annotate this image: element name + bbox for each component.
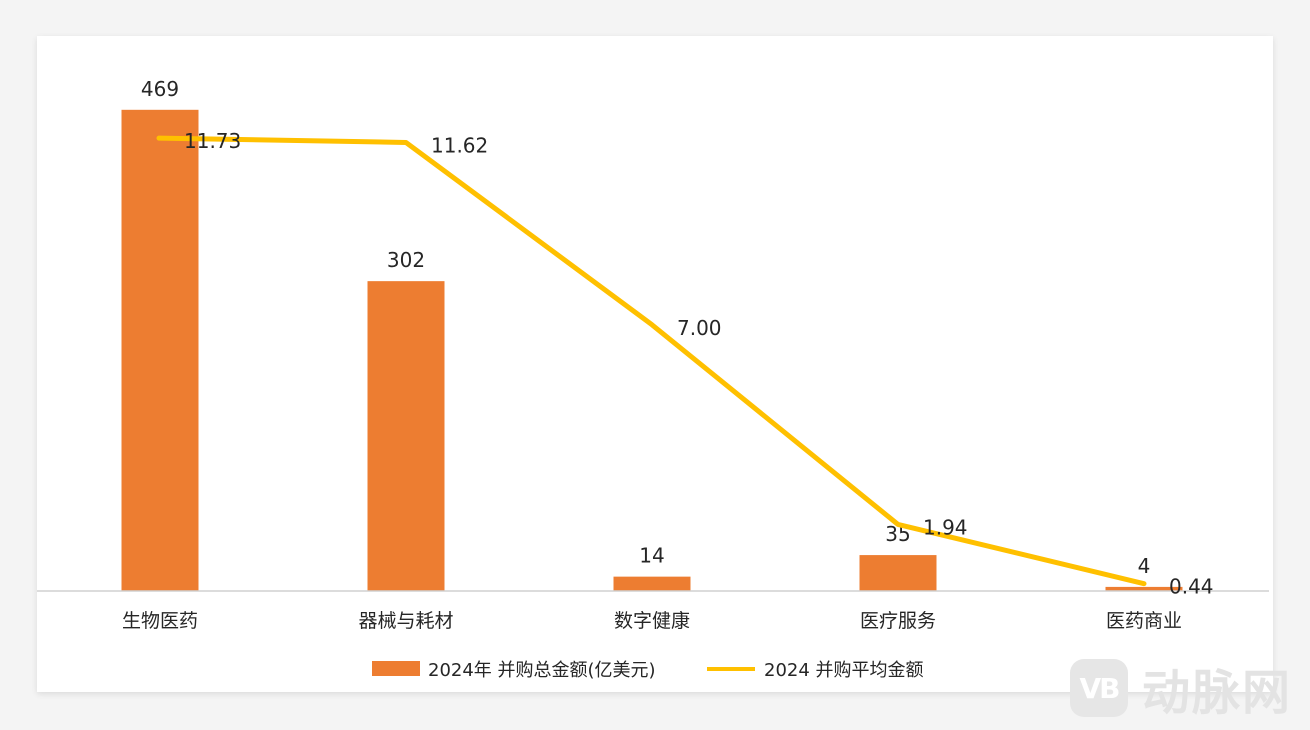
bar-1 (367, 281, 445, 591)
line-path (156, 135, 1147, 587)
watermark-text: 动脉网 (1141, 665, 1292, 721)
category-labels: 生物医药 器械与耗材 数字健康 医疗服务 医药商业 (122, 610, 1182, 632)
bar-4 (1105, 586, 1183, 591)
legend-label-bar: 2024年 并购总金额(亿美元) (428, 660, 656, 681)
line-data-labels: 11.73 11.62 7.00 1.94 0.44 (184, 129, 1214, 599)
bar-label-4: 4 (1138, 554, 1151, 578)
bar-series (121, 109, 1183, 591)
bar-label-2: 14 (639, 544, 664, 568)
bar-label-0: 469 (141, 77, 179, 101)
line-label-0: 11.73 (184, 129, 241, 153)
legend-label-line: 2024 并购平均金额 (764, 660, 924, 681)
category-label-4: 医药商业 (1106, 610, 1182, 632)
chart-card: 469 302 14 35 4 生物医药 器械与耗材 数字健康 医疗服务 医药商业 11.73 1… (37, 36, 1273, 692)
legend-swatch-bar (372, 661, 420, 676)
watermark: VB 动脉网 (1069, 658, 1292, 721)
bar-label-1: 302 (387, 248, 425, 272)
category-label-3: 医疗服务 (860, 610, 936, 632)
bar-2 (613, 576, 691, 591)
line-label-3: 1.94 (923, 515, 968, 539)
category-label-1: 器械与耗材 (358, 610, 453, 632)
bar-0 (121, 109, 199, 591)
bar-3 (859, 555, 937, 591)
line-label-2: 7.00 (677, 316, 722, 340)
legend: 2024年 并购总金额(亿美元) 2024 并购平均金额 (372, 660, 924, 681)
vb-logo-icon: VB (1069, 659, 1128, 717)
line-label-1: 11.62 (431, 133, 488, 157)
category-label-0: 生物医药 (122, 610, 198, 632)
line-label-4: 0.44 (1169, 575, 1214, 599)
line-series (156, 135, 1147, 587)
category-label-2: 数字健康 (614, 610, 690, 632)
